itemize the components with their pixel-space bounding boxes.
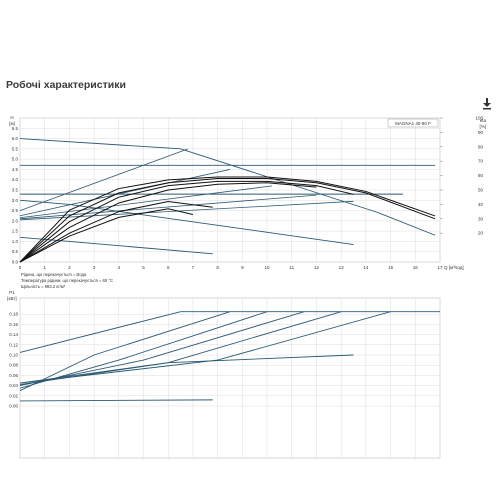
power-curve — [19, 311, 391, 384]
x-tick-label: 0 — [19, 265, 22, 270]
efficiency-curve — [19, 180, 354, 263]
y-tick-label: 0.12 — [9, 342, 18, 347]
x-tick-label: 6 — [167, 265, 170, 270]
model-label: MAGNA1 40-80 F — [395, 121, 431, 126]
system-curve — [19, 200, 354, 221]
efficiency-curve — [19, 176, 436, 263]
y-tick-label: 0.00 — [9, 404, 18, 409]
power-curve — [19, 354, 354, 384]
y2-tick-label: 30 — [478, 216, 484, 221]
y-tick-label: 0.08 — [9, 363, 18, 368]
x-tick-label: 11 — [289, 265, 294, 270]
y2-tick-label: 70 — [478, 159, 484, 164]
y-tick-label: 0.14 — [9, 332, 18, 337]
y2-tick-label: 80 — [478, 144, 484, 149]
y-tick-label: 0.16 — [9, 322, 18, 327]
x-tick-label: 7 — [192, 265, 195, 270]
y-tick-label: 6.5 — [12, 126, 19, 131]
plot-frame — [19, 297, 441, 459]
model-label-box — [387, 118, 439, 128]
y-tick-label: 4.5 — [12, 167, 19, 172]
efficiency-curve — [19, 182, 317, 263]
system-curve — [19, 169, 231, 217]
head-curve — [19, 138, 436, 236]
head-curve — [19, 199, 354, 245]
x-tick-label: 2 — [68, 265, 71, 270]
efficiency-curve — [19, 201, 213, 263]
y-tick-label: 0.10 — [9, 353, 18, 358]
x-tick-label: 17 — [437, 265, 443, 270]
efficiency-curve — [19, 177, 436, 263]
y-tick-label: 6.0 — [12, 136, 19, 141]
head-chart: 0 1 2 3 4 5 6 7 8 9 10 11 12 13 14 15 16 170.00.51.01.52.… — [9, 115, 486, 289]
power-curve — [19, 311, 440, 353]
y2-tick-label: 20 — [478, 231, 484, 236]
y-tick-label: 3.0 — [12, 198, 19, 203]
power-curve — [19, 311, 305, 387]
page-title: Робочі характеристики — [6, 79, 126, 91]
power-curve — [19, 399, 213, 402]
efficiency-curve — [19, 208, 194, 263]
y2-axis-unit: [%] — [479, 124, 486, 129]
y-tick-label: 5.5 — [12, 146, 19, 151]
x-axis-label: Q [м³/год] — [444, 265, 464, 270]
power-curve — [19, 311, 342, 386]
y-tick-label: 1.5 — [12, 229, 19, 234]
y2-tick-label: 50 — [478, 188, 484, 193]
y-axis-label: H — [10, 115, 13, 120]
y-tick-label: 0.5 — [12, 249, 19, 254]
x-tick-label: 12 — [314, 265, 320, 270]
x-tick-label: 9 — [241, 265, 244, 270]
y-tick-label: 5.0 — [12, 157, 19, 162]
x-tick-label: 10 — [265, 265, 271, 270]
y-tick-label: 1.0 — [12, 239, 19, 244]
y-tick-label: 2.0 — [12, 218, 19, 223]
power-chart: 0.00 0.02 0.04 0.06 0.08 0.10 0.12 0.14 0.16 0.18… — [7, 290, 441, 459]
x-tick-label: 3 — [93, 265, 96, 270]
y-tick-label: 2.5 — [12, 208, 19, 213]
download-icon[interactable] — [482, 98, 492, 110]
x-tick-label: 13 — [339, 265, 345, 270]
y-tick-label: 0.18 — [9, 312, 18, 317]
y2-tick-label: 90 — [478, 130, 484, 135]
y2-tick-label: 100 — [475, 116, 483, 121]
y2-tick-label: 60 — [478, 173, 484, 178]
y2-tick-label: 40 — [478, 202, 484, 207]
y-tick-label: 0.06 — [9, 373, 18, 378]
x-tick-label: 1 — [43, 265, 46, 270]
y-axis-unit: [кВт] — [7, 296, 16, 301]
fluid-note: Щільність = 983.2 кг/м³ — [21, 284, 66, 289]
y-axis-unit: [м] — [9, 121, 15, 126]
head-curve — [19, 236, 213, 255]
system-curve — [19, 185, 273, 219]
power-curve — [19, 311, 231, 392]
system-curve — [19, 194, 317, 220]
y-tick-label: 0.0 — [12, 260, 19, 265]
y-tick-label: 3.5 — [12, 188, 19, 193]
x-tick-label: 14 — [363, 265, 369, 270]
x-tick-label: 15 — [388, 265, 394, 270]
x-tick-label: 8 — [216, 265, 219, 270]
y-tick-label: 4.0 — [12, 177, 19, 182]
y-tick-label: 0.04 — [9, 383, 18, 388]
x-tick-label: 5 — [142, 265, 145, 270]
x-tick-label: 4 — [118, 265, 121, 270]
y-tick-label: 0.02 — [9, 393, 18, 398]
fluid-note: Рідина, що перекачується = Вода — [21, 272, 87, 277]
y2-axis-label: eta — [480, 118, 487, 123]
system-curve — [19, 148, 189, 211]
x-tick-label: 16 — [413, 265, 419, 270]
y-axis-label: P1 — [9, 290, 15, 295]
fluid-note: Температура рідини, що перекачується = 6… — [21, 278, 113, 283]
